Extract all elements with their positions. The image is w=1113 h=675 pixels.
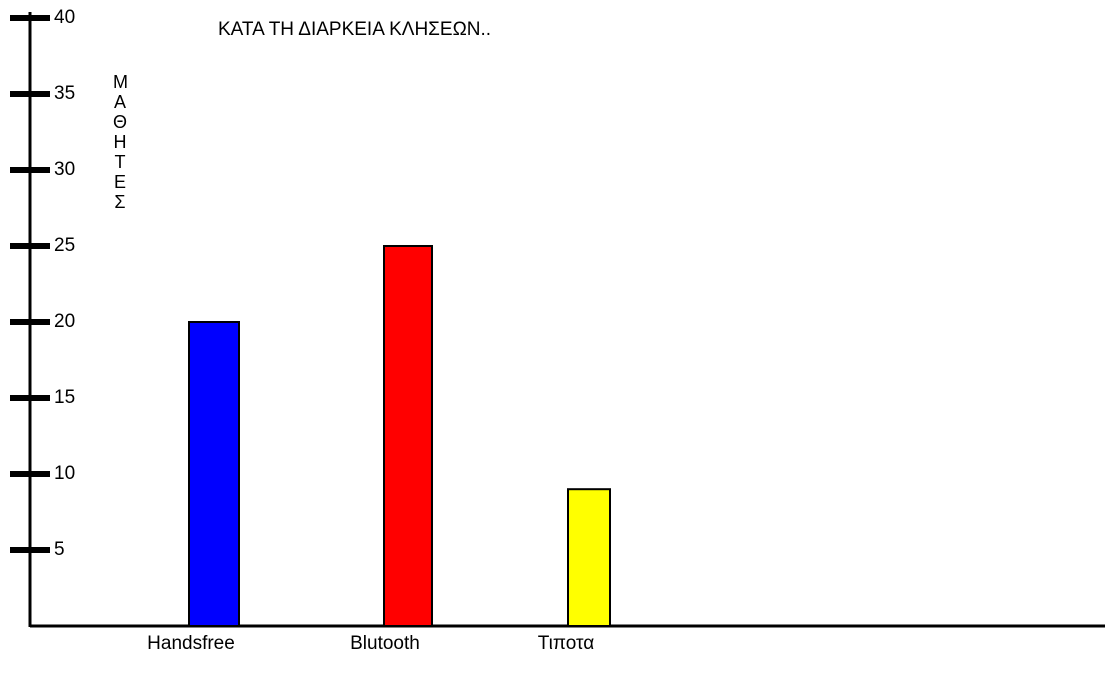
y-tick-label: 20 xyxy=(54,311,75,332)
chart-title: ΚΑΤΑ ΤΗ ΔΙΑΡΚΕΙΑ ΚΛΗΣΕΩΝ.. xyxy=(218,19,491,40)
y-tick-label: 15 xyxy=(54,387,75,408)
y-tick-label: 35 xyxy=(54,83,75,104)
bar xyxy=(383,245,433,627)
y-tick-label: 25 xyxy=(54,235,75,256)
x-tick-label: Τιποτα xyxy=(538,633,594,654)
x-tick-label: Blutooth xyxy=(350,633,420,654)
y-axis-label: ΜΑΘΗΤΕΣ xyxy=(113,72,128,212)
y-tick-label: 5 xyxy=(54,539,65,560)
y-tick-label: 40 xyxy=(54,7,75,28)
y-tick-label: 30 xyxy=(54,159,75,180)
bar xyxy=(567,488,611,628)
x-tick-label: Handsfree xyxy=(147,633,235,654)
bar xyxy=(188,321,240,627)
y-tick-label: 10 xyxy=(54,463,75,484)
